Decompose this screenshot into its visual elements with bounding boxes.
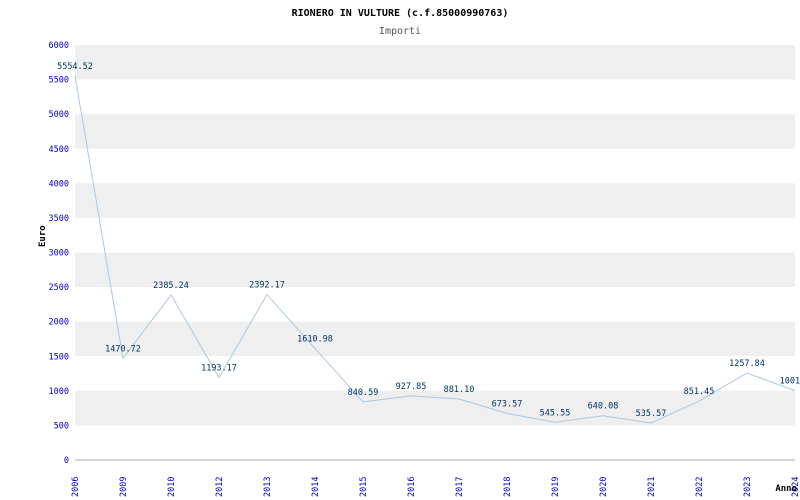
svg-text:4500: 4500 xyxy=(49,145,69,155)
svg-text:2024: 2024 xyxy=(791,477,800,497)
svg-text:1000: 1000 xyxy=(49,387,69,397)
data-series-line xyxy=(74,75,796,424)
svg-text:2385.24: 2385.24 xyxy=(153,281,189,291)
svg-text:2021: 2021 xyxy=(647,477,657,497)
svg-text:3000: 3000 xyxy=(49,249,69,259)
svg-text:5554.52: 5554.52 xyxy=(57,62,93,72)
svg-text:2017: 2017 xyxy=(455,477,465,497)
svg-text:2009: 2009 xyxy=(119,477,129,497)
svg-text:840.59: 840.59 xyxy=(348,388,379,398)
svg-text:2019: 2019 xyxy=(551,477,561,497)
svg-text:2012: 2012 xyxy=(215,477,225,497)
x-tick-labels: 2006 2009 2010 2012 2013 2014 2015 2016 2017 2018… xyxy=(71,477,800,497)
y-tick-labels: 0 500 1000 1500 2000 2500 3000 3500 4000 4500 5000… xyxy=(49,41,69,466)
svg-text:4000: 4000 xyxy=(49,179,69,189)
svg-text:2010: 2010 xyxy=(167,477,177,497)
svg-text:2014: 2014 xyxy=(311,477,321,497)
svg-text:5000: 5000 xyxy=(49,110,69,120)
svg-text:640.08: 640.08 xyxy=(588,402,619,412)
y-axis-title: Euro xyxy=(38,225,48,247)
svg-text:0: 0 xyxy=(64,456,69,466)
svg-text:927.85: 927.85 xyxy=(396,382,427,392)
svg-text:1500: 1500 xyxy=(49,352,69,362)
svg-text:1470.72: 1470.72 xyxy=(105,344,141,354)
svg-text:2023: 2023 xyxy=(743,477,753,497)
svg-text:2022: 2022 xyxy=(695,477,705,497)
svg-text:2013: 2013 xyxy=(263,477,273,497)
svg-text:1257.84: 1257.84 xyxy=(729,359,765,369)
svg-text:535.57: 535.57 xyxy=(636,409,667,419)
svg-text:3500: 3500 xyxy=(49,214,69,224)
svg-text:5500: 5500 xyxy=(49,76,69,86)
data-point-labels: 5554.52 1470.72 2385.24 1193.17 2392.17 1610.… xyxy=(57,62,800,419)
svg-text:2000: 2000 xyxy=(49,318,69,328)
svg-text:673.57: 673.57 xyxy=(492,399,523,409)
chart-subtitle: Importi xyxy=(378,26,422,37)
chart-title: RIONERO IN VULTURE (c.f.85000990763) xyxy=(291,8,509,19)
svg-text:2006: 2006 xyxy=(71,477,81,497)
svg-text:1610.98: 1610.98 xyxy=(297,335,333,345)
svg-text:881.10: 881.10 xyxy=(444,385,475,395)
svg-text:2020: 2020 xyxy=(599,477,609,497)
svg-text:545.55: 545.55 xyxy=(540,408,571,418)
x-axis-title: Anno xyxy=(775,484,797,494)
svg-text:1001.3: 1001.3 xyxy=(780,377,800,387)
svg-text:2015: 2015 xyxy=(359,477,369,497)
svg-text:1193.17: 1193.17 xyxy=(201,363,237,373)
background-bands xyxy=(75,45,795,460)
svg-text:2016: 2016 xyxy=(407,477,417,497)
svg-text:2500: 2500 xyxy=(49,283,69,293)
svg-text:851.45: 851.45 xyxy=(684,387,715,397)
svg-text:6000: 6000 xyxy=(49,41,69,51)
svg-text:2392.17: 2392.17 xyxy=(249,281,285,291)
svg-text:2018: 2018 xyxy=(503,477,513,497)
svg-text:500: 500 xyxy=(54,421,69,431)
